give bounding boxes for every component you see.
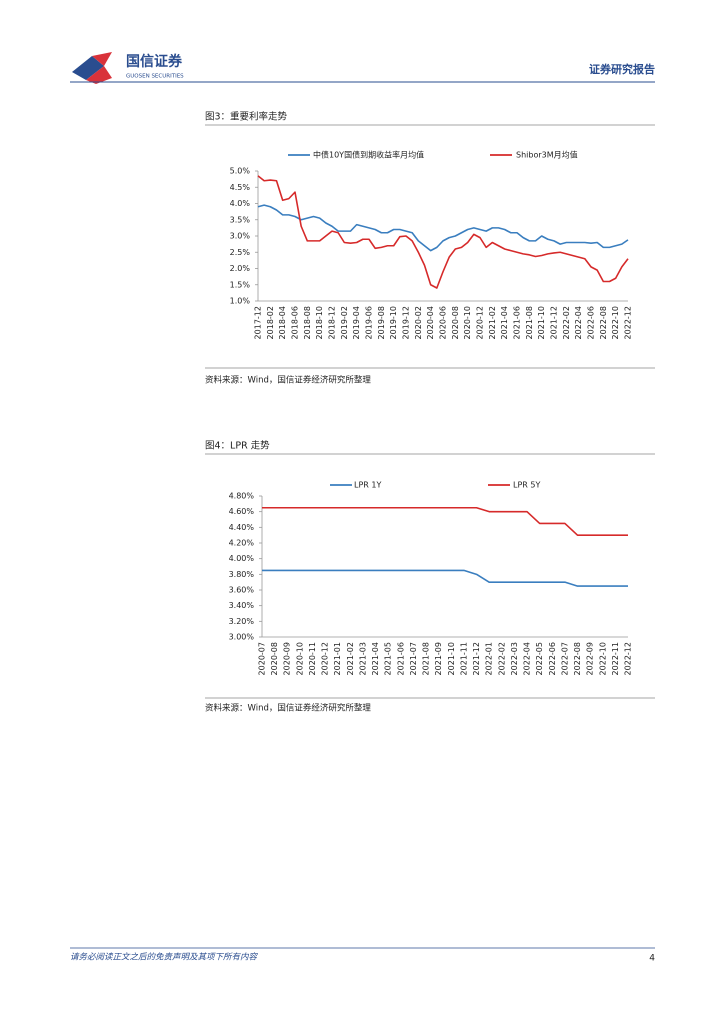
x-tick-label: 2020-06 xyxy=(439,306,448,339)
x-tick-label: 2020-11 xyxy=(308,642,317,675)
x-tick-label: 2021-02 xyxy=(488,306,497,339)
y-tick-label: 4.60% xyxy=(229,507,255,516)
x-tick-label: 2022-10 xyxy=(598,642,607,675)
y-tick-label: 2.5% xyxy=(230,248,251,257)
x-tick-label: 2020-07 xyxy=(258,642,267,675)
x-tick-label: 2021-07 xyxy=(409,642,418,675)
x-tick-label: 2022-08 xyxy=(599,306,608,339)
x-tick-label: 2022-12 xyxy=(624,306,633,339)
x-tick-label: 2022-12 xyxy=(624,642,633,675)
x-tick-label: 2021-03 xyxy=(358,642,367,675)
x-tick-label: 2022-05 xyxy=(535,642,544,675)
x-tick-label: 2019-06 xyxy=(365,306,374,339)
x-tick-label: 2021-06 xyxy=(396,642,405,675)
x-tick-label: 2019-04 xyxy=(352,306,361,339)
x-tick-label: 2021-10 xyxy=(537,306,546,339)
x-tick-label: 2019-10 xyxy=(389,306,398,339)
x-tick-label: 2021-08 xyxy=(422,642,431,675)
x-tick-label: 2021-08 xyxy=(525,306,534,339)
x-tick-label: 2021-11 xyxy=(459,642,468,675)
x-tick-label: 2022-02 xyxy=(497,642,506,675)
legend-label: 中债10Y国债到期收益率月均值 xyxy=(313,150,424,160)
x-tick-label: 2020-10 xyxy=(295,642,304,675)
figure-title: 图4：LPR 走势 xyxy=(205,440,270,452)
series-line xyxy=(262,569,628,587)
y-tick-label: 4.00% xyxy=(229,554,255,563)
x-tick-label: 2020-04 xyxy=(426,306,435,339)
figure-source: 资料来源：Wind，国信证券经济研究所整理 xyxy=(205,703,371,714)
y-tick-label: 3.20% xyxy=(229,617,255,626)
x-tick-label: 2018-10 xyxy=(315,306,324,339)
y-tick-label: 2.0% xyxy=(230,264,251,273)
x-tick-label: 2018-04 xyxy=(278,306,287,339)
series-line xyxy=(257,204,629,252)
figure-title: 图3：重要利率走势 xyxy=(205,111,288,123)
x-tick-label: 2018-12 xyxy=(328,306,337,339)
x-tick-label: 2022-08 xyxy=(573,642,582,675)
x-tick-label: 2021-02 xyxy=(346,642,355,675)
x-tick-label: 2020-12 xyxy=(321,642,330,675)
y-tick-label: 4.20% xyxy=(229,539,255,548)
x-tick-label: 2021-05 xyxy=(384,642,393,675)
y-tick-label: 3.5% xyxy=(230,215,251,224)
y-tick-label: 3.40% xyxy=(229,601,255,610)
x-tick-label: 2020-08 xyxy=(270,642,279,675)
y-tick-label: 3.00% xyxy=(229,633,255,642)
x-tick-label: 2020-12 xyxy=(476,306,485,339)
x-tick-label: 2017-12 xyxy=(254,306,263,339)
x-tick-label: 2021-04 xyxy=(500,306,509,339)
disclaimer: 请务必阅读正文之后的免责声明及其项下所有内容 xyxy=(70,952,259,963)
x-tick-label: 2020-08 xyxy=(451,306,460,339)
logo xyxy=(72,52,112,84)
x-tick-label: 2022-03 xyxy=(510,642,519,675)
report-type: 证券研究报告 xyxy=(589,62,655,76)
y-tick-label: 4.5% xyxy=(230,183,251,192)
brand: 国信证券 xyxy=(126,53,183,70)
y-tick-label: 1.5% xyxy=(230,280,251,289)
y-tick-label: 4.40% xyxy=(229,523,255,532)
y-tick-label: 3.60% xyxy=(229,586,255,595)
x-tick-label: 2022-06 xyxy=(587,306,596,339)
legend-label: LPR 5Y xyxy=(513,481,540,490)
y-tick-label: 5.0% xyxy=(230,167,251,176)
x-tick-label: 2020-10 xyxy=(463,306,472,339)
y-tick-label: 3.0% xyxy=(230,232,251,241)
x-tick-label: 2021-04 xyxy=(371,642,380,675)
x-tick-label: 2021-10 xyxy=(447,642,456,675)
y-tick-label: 4.0% xyxy=(230,199,251,208)
x-tick-label: 2021-12 xyxy=(472,642,481,675)
x-tick-label: 2020-09 xyxy=(283,642,292,675)
x-tick-label: 2022-07 xyxy=(560,642,569,675)
x-tick-label: 2019-02 xyxy=(340,306,349,339)
x-tick-label: 2021-01 xyxy=(333,642,342,675)
y-tick-label: 4.80% xyxy=(229,492,255,501)
x-tick-label: 2021-06 xyxy=(513,306,522,339)
y-tick-label: 1.0% xyxy=(230,297,251,306)
x-tick-label: 2022-02 xyxy=(562,306,571,339)
legend-label: LPR 1Y xyxy=(354,481,381,490)
figure-source: 资料来源：Wind，国信证券经济研究所整理 xyxy=(205,375,371,386)
x-tick-label: 2018-06 xyxy=(291,306,300,339)
x-tick-label: 2022-06 xyxy=(548,642,557,675)
y-tick-label: 3.80% xyxy=(229,570,255,579)
x-tick-label: 2022-04 xyxy=(574,306,583,339)
brand-en: GUOSEN SECURITIES xyxy=(126,74,184,80)
x-tick-label: 2019-08 xyxy=(377,306,386,339)
x-tick-label: 2022-04 xyxy=(523,642,532,675)
x-tick-label: 2022-11 xyxy=(611,642,620,675)
x-tick-label: 2022-01 xyxy=(485,642,494,675)
series-line xyxy=(262,506,628,536)
x-tick-label: 2020-02 xyxy=(414,306,423,339)
x-tick-label: 2022-09 xyxy=(586,642,595,675)
page-number: 4 xyxy=(649,954,655,964)
series-line xyxy=(257,175,629,289)
x-tick-label: 2021-12 xyxy=(550,306,559,339)
x-tick-label: 2018-02 xyxy=(266,306,275,339)
x-tick-label: 2018-08 xyxy=(303,306,312,339)
legend-label: Shibor3M月均值 xyxy=(516,150,578,160)
x-tick-label: 2019-12 xyxy=(402,306,411,339)
x-tick-label: 2021-09 xyxy=(434,642,443,675)
x-tick-label: 2022-10 xyxy=(611,306,620,339)
